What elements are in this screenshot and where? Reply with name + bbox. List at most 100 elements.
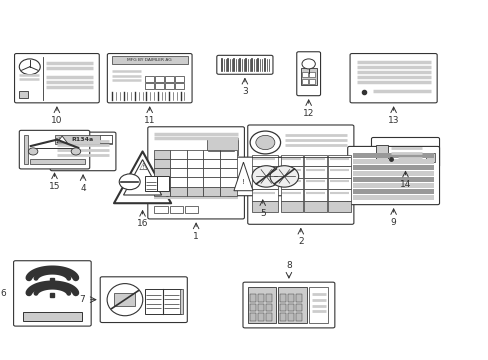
Bar (186, 168, 203, 177)
Text: 15: 15 (49, 182, 60, 191)
Circle shape (250, 131, 280, 154)
Bar (251, 155, 278, 166)
Circle shape (28, 148, 38, 155)
Bar (280, 313, 285, 321)
Bar (304, 189, 326, 201)
Circle shape (255, 135, 274, 150)
Bar (186, 177, 203, 187)
Bar (169, 206, 183, 213)
Polygon shape (123, 159, 161, 195)
Bar (203, 150, 220, 159)
Bar (170, 159, 186, 168)
Bar (308, 287, 327, 323)
Bar (251, 201, 278, 212)
Bar (280, 303, 285, 311)
Bar (287, 303, 294, 311)
Bar (249, 303, 255, 311)
Bar (353, 183, 433, 188)
Circle shape (19, 59, 40, 75)
Bar (153, 187, 170, 196)
Bar (247, 287, 276, 323)
Bar (165, 83, 174, 89)
Bar (186, 159, 203, 168)
Bar (100, 135, 111, 143)
Bar (353, 195, 433, 201)
Bar (144, 289, 163, 314)
Polygon shape (57, 136, 67, 143)
Bar (251, 178, 278, 189)
Bar (249, 313, 255, 321)
Bar (280, 155, 303, 166)
Text: 8: 8 (285, 261, 291, 270)
Bar (184, 206, 198, 213)
Bar (425, 153, 434, 162)
Bar (296, 294, 302, 302)
Bar (353, 189, 433, 194)
Bar (257, 294, 264, 302)
Bar (265, 294, 271, 302)
Bar (300, 68, 316, 85)
Bar (353, 177, 433, 182)
Bar (170, 150, 186, 159)
FancyBboxPatch shape (107, 54, 192, 103)
Bar (287, 313, 294, 321)
Bar (257, 303, 264, 311)
Bar (302, 79, 307, 84)
Text: 12: 12 (303, 109, 314, 118)
Circle shape (71, 148, 81, 155)
FancyBboxPatch shape (347, 147, 439, 204)
Bar (111, 57, 187, 64)
Text: 9: 9 (390, 217, 396, 226)
Bar (153, 150, 170, 159)
Bar (170, 187, 186, 196)
FancyBboxPatch shape (147, 127, 244, 219)
Bar (220, 159, 236, 168)
FancyBboxPatch shape (247, 125, 353, 224)
Bar (353, 153, 433, 158)
Bar (287, 294, 294, 302)
FancyBboxPatch shape (19, 130, 90, 169)
Bar (19, 91, 28, 98)
Text: 16: 16 (137, 219, 148, 228)
FancyBboxPatch shape (226, 157, 299, 196)
FancyBboxPatch shape (15, 54, 99, 103)
Bar (280, 201, 303, 212)
Bar (327, 189, 350, 201)
Bar (175, 76, 183, 82)
Bar (304, 155, 326, 166)
Bar (157, 176, 168, 191)
Bar (154, 206, 167, 213)
Bar (296, 303, 302, 311)
Bar (186, 187, 203, 196)
Bar (203, 187, 220, 196)
FancyBboxPatch shape (243, 282, 334, 328)
Bar (114, 293, 135, 306)
Bar (353, 171, 433, 176)
Bar (24, 135, 28, 164)
Text: 1: 1 (193, 232, 199, 241)
Bar (220, 187, 236, 196)
FancyBboxPatch shape (216, 55, 272, 74)
Bar (163, 289, 181, 314)
Text: 13: 13 (387, 116, 399, 125)
Circle shape (302, 59, 315, 69)
Text: !: ! (242, 179, 244, 185)
Bar (175, 83, 183, 89)
Bar (203, 177, 220, 187)
Bar (327, 166, 350, 178)
Bar (153, 159, 170, 168)
Bar (155, 76, 163, 82)
Bar (280, 189, 303, 201)
Bar (186, 150, 203, 159)
Text: 10: 10 (51, 116, 62, 125)
Bar (308, 72, 314, 77)
Text: 7: 7 (79, 295, 85, 304)
FancyBboxPatch shape (50, 132, 116, 171)
Bar (265, 313, 271, 321)
Bar (265, 303, 271, 311)
Bar (145, 76, 154, 82)
Bar (327, 178, 350, 189)
Bar (170, 177, 186, 187)
Text: !: ! (57, 137, 59, 142)
Bar (308, 79, 314, 84)
